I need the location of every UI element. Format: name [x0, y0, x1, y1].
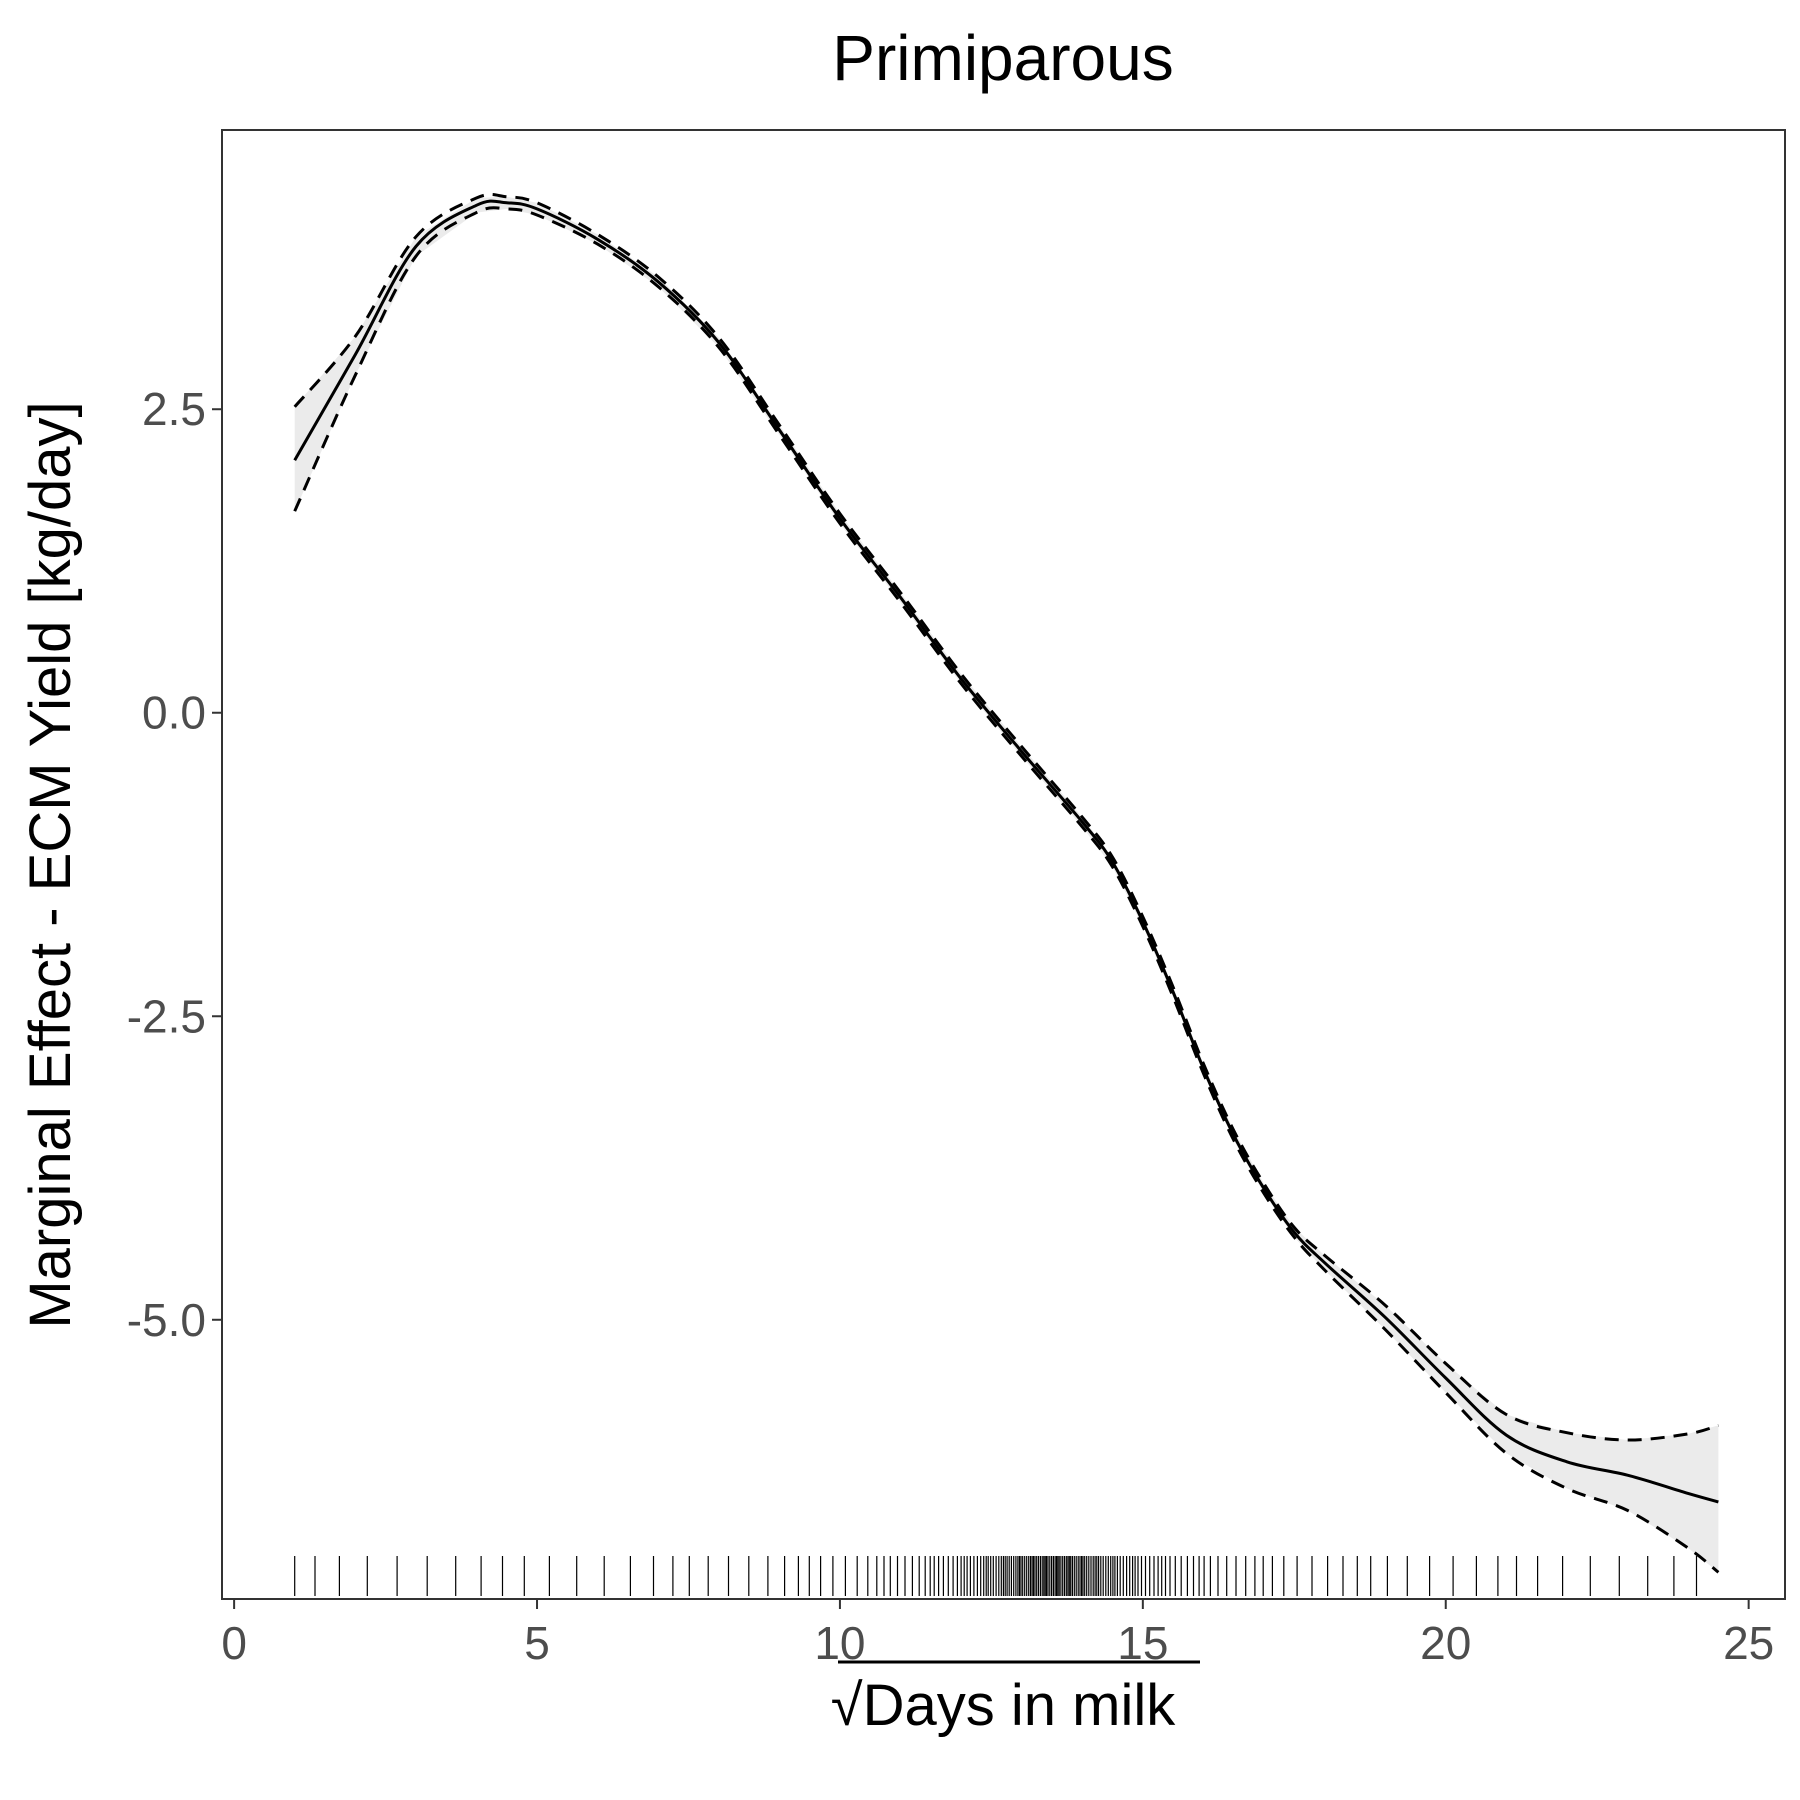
chart-title: Primiparous	[832, 22, 1173, 94]
x-tick-label: 25	[1723, 1617, 1774, 1669]
x-tick-label: 15	[1117, 1617, 1168, 1669]
x-axis-label-text: Days in milk	[863, 1673, 1177, 1738]
x-tick-label: 10	[814, 1617, 865, 1669]
y-axis-label: Marginal Effect - ECM Yield [kg/day]	[18, 401, 83, 1328]
y-tick-label: -5.0	[127, 1294, 206, 1346]
sqrt-symbol: √	[831, 1673, 863, 1738]
y-tick-label: -2.5	[127, 990, 206, 1042]
lower-ci-line	[293, 206, 1720, 1574]
y-axis: 2.5 0.0 -2.5 -5.0	[127, 383, 222, 1346]
confidence-band-layer	[294, 196, 1719, 1573]
fit-line	[293, 199, 1719, 1504]
x-tick-label: 0	[221, 1617, 247, 1669]
y-tick-label: 2.5	[142, 383, 206, 435]
rug-layer	[294, 1556, 1698, 1596]
upper-ci-line	[293, 192, 1719, 1442]
y-tick-label: 0.0	[142, 687, 206, 739]
x-tick-label: 20	[1420, 1617, 1471, 1669]
series-layer	[293, 192, 1720, 1574]
x-axis-label: √Days in milk	[831, 1673, 1176, 1738]
plot-panel	[221, 129, 1786, 1600]
confidence-band	[294, 196, 1719, 1573]
x-axis: 0 5 10 15 20 25	[221, 1599, 1774, 1669]
x-tick-label: 5	[524, 1617, 550, 1669]
